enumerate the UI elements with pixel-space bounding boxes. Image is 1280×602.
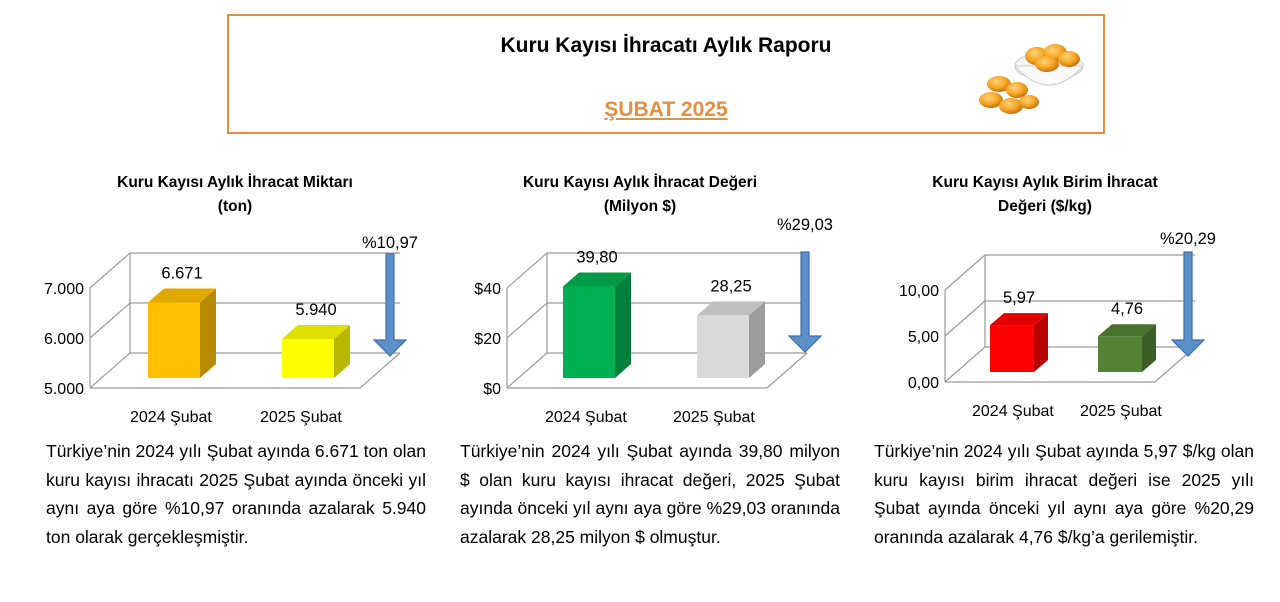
category-label: 2025 Şubat [1080,403,1162,420]
category-label: 2024 Şubat [130,409,212,426]
chart-title-line-2: Değeri ($/kg) [998,198,1092,215]
change-percent-label: %29,03 [777,216,833,234]
bar-top [1098,324,1156,337]
gridline [89,352,400,389]
bar [563,286,615,378]
category-label: 2025 Şubat [673,409,755,426]
bar-value-label: 5,97 [1003,289,1035,307]
down-arrow-icon [787,251,823,353]
change-percent-label: %20,29 [1160,230,1216,248]
ytick-label: $40 [474,281,501,298]
chart-title-line-1: Kuru Kayısı Aylık İhracat Miktarı [117,174,353,191]
bar-value-label: 39,80 [576,249,617,267]
ytick-label: 5.000 [44,381,84,398]
bar-side [334,325,350,378]
bar-side [749,301,765,378]
description-quantity: Türkiye’nin 2024 yılı Şubat ayında 6.671… [46,441,426,547]
bar-side [615,272,631,378]
unit-value-bar-chart: 0,00 5,00 10,00 5,97 4,76 2024 Şubat 2025 Şuba… [899,230,1216,420]
ytick-label: 0,00 [908,375,939,392]
floor-right-edge [359,352,401,389]
gridline [944,300,1195,337]
description-unit-value: Türkiye’nin 2024 yılı Şubat ayında 5,97 … [874,441,1254,547]
description-value: Türkiye’nin 2024 yılı Şubat ayında 39,80… [460,441,840,547]
ytick-label: 5,00 [908,329,939,346]
bar [1098,336,1142,372]
ytick-label: 10,00 [899,283,939,300]
gridline [89,252,400,289]
bar-top [148,288,216,303]
bar-top [990,313,1048,326]
category-label: 2024 Şubat [972,403,1054,420]
chart-title-line-2: (Milyon $) [603,198,677,215]
gridline [89,302,400,339]
bar-top [563,272,631,287]
report-title: Kuru Kayısı İhracatı Aylık Raporu [500,34,832,57]
floor-right-edge [766,352,808,389]
ytick-label: 7.000 [44,281,84,298]
chart-title-line-1: Kuru Kayısı Aylık İhracat Değeri [522,174,758,191]
report-header: Kuru Kayısı İhracatı Aylık Raporu ŞUBAT … [227,14,1105,134]
bar-value-label: 6.671 [161,264,202,282]
category-label: 2024 Şubat [545,409,627,426]
ytick-label: $0 [483,381,501,398]
gridline [944,346,1195,383]
bar [697,315,749,378]
chart-panel-value: Kuru Kayısı Aylık İhracat Değeri (Milyon… [445,150,835,440]
report-period: ŞUBAT 2025 [604,98,728,121]
gridline [506,252,807,289]
bar-top [282,325,350,339]
chart-title-line-1: Kuru Kayısı Aylık Birim İhracat [932,174,1158,191]
down-arrow-icon [1170,251,1206,357]
ytick-label: 6.000 [44,331,84,348]
bar-value-label: 4,76 [1111,300,1143,318]
chart-panel-unit-value: Kuru Kayısı Aylık Birim İhracat Değeri (… [850,150,1240,440]
bar-side [1034,313,1048,372]
gridline [944,254,1195,291]
bar-side [1142,324,1156,372]
chart-title-line-2: (ton) [217,198,253,215]
bar-value-label: 28,25 [710,277,751,295]
down-arrow-icon [372,253,408,357]
bar-side [200,288,216,378]
chart-panel-quantity: Kuru Kayısı Aylık İhracat Miktarı (ton) … [40,150,430,440]
change-percent-label: %10,97 [362,234,418,252]
quantity-bar-chart: 5.000 6.000 7.000 6.671 5.940 2024 Şubat 2025 … [44,234,418,426]
dried-apricot-bowl-icon [979,44,1085,114]
category-label: 2025 Şubat [260,409,342,426]
bar-top [697,301,765,316]
bar [148,302,200,378]
bar-value-label: 5.940 [295,301,336,319]
value-bar-chart: $0 $20 $40 39,80 28,25 2024 Şubat 2025 Şubat %2… [474,216,833,426]
bar [990,325,1034,372]
ytick-label: $20 [474,331,501,348]
bar [282,339,334,378]
